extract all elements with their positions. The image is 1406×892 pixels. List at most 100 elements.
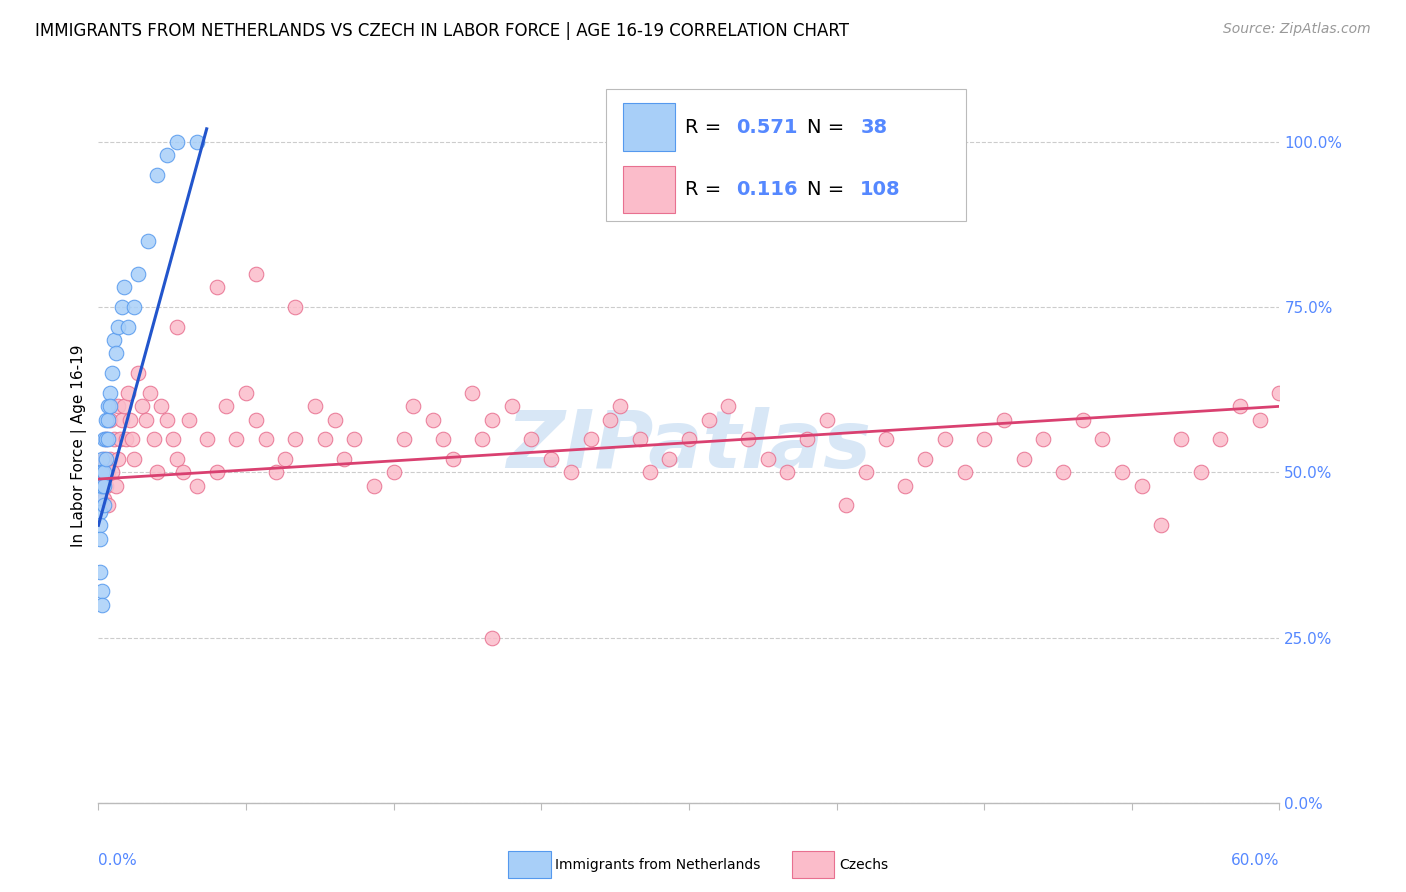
Point [481,412,503,426]
Point [96,433,118,447]
Text: R =: R = [685,180,728,199]
Point [122,452,145,467]
Point [97,499,120,513]
Point [737,433,759,447]
Point [89,518,111,533]
Point [392,433,415,447]
Point [117,320,139,334]
Point [96,433,118,447]
Point [177,412,200,426]
Text: N =: N = [807,180,851,199]
Point [815,412,838,426]
Point [855,466,877,480]
Point [501,400,523,414]
Point [422,412,444,426]
Point [111,412,134,426]
Text: 0.116: 0.116 [737,180,797,199]
Point [127,367,149,381]
Point [776,466,799,480]
Point [136,234,159,248]
Point [166,452,188,467]
Point [103,433,125,447]
Point [461,386,484,401]
Point [875,433,897,447]
Point [599,412,621,426]
Point [98,386,121,401]
Point [186,135,208,149]
Point [97,433,120,447]
Point [105,346,128,360]
Point [172,466,194,480]
Point [156,412,179,426]
Point [540,452,562,467]
Y-axis label: In Labor Force | Age 16-19: In Labor Force | Age 16-19 [70,344,87,548]
Point [914,452,936,467]
FancyBboxPatch shape [623,166,675,213]
Point [156,148,179,162]
Point [235,386,257,401]
Point [245,267,267,281]
Point [107,452,129,467]
Point [93,466,115,480]
Point [973,433,995,447]
Point [89,532,111,546]
Point [1209,433,1232,447]
Point [432,433,454,447]
Point [1071,412,1094,426]
Point [264,466,287,480]
Point [363,478,385,492]
Point [245,412,267,426]
Point [953,466,976,480]
Point [254,433,277,447]
Text: 0.0%: 0.0% [98,853,138,868]
Point [91,478,114,492]
Text: 0.571: 0.571 [737,118,797,136]
Point [1150,518,1173,533]
Point [118,412,141,426]
Point [471,433,494,447]
Point [717,400,740,414]
Point [205,280,228,294]
Point [195,433,218,447]
Point [343,433,366,447]
Point [91,452,114,467]
Point [402,400,425,414]
Point [96,452,118,467]
Point [142,433,165,447]
Point [89,491,111,506]
Point [91,466,114,480]
Point [98,412,121,426]
Point [108,433,131,447]
Point [93,491,115,506]
Text: IMMIGRANTS FROM NETHERLANDS VS CZECH IN LABOR FORCE | AGE 16-19 CORRELATION CHAR: IMMIGRANTS FROM NETHERLANDS VS CZECH IN … [35,22,849,40]
Point [91,598,114,612]
Point [1249,412,1271,426]
Point [166,135,188,149]
Point [796,433,818,447]
Point [205,466,228,480]
Point [98,400,121,414]
Point [146,168,169,182]
Point [98,452,121,467]
Text: Immigrants from Netherlands: Immigrants from Netherlands [555,858,761,871]
Point [162,433,184,447]
FancyBboxPatch shape [792,851,834,879]
Point [697,412,720,426]
Text: N =: N = [807,118,851,136]
Point [89,565,111,579]
Point [166,320,188,334]
Point [93,478,115,492]
Point [127,267,149,281]
Point [103,333,125,347]
Text: 38: 38 [860,118,887,136]
Point [756,452,779,467]
Point [560,466,582,480]
Point [101,466,124,480]
Point [678,433,700,447]
Point [304,400,326,414]
Point [101,367,124,381]
Text: ZIPatlas: ZIPatlas [506,407,872,485]
Point [91,466,114,480]
Point [131,400,153,414]
Point [441,452,464,467]
